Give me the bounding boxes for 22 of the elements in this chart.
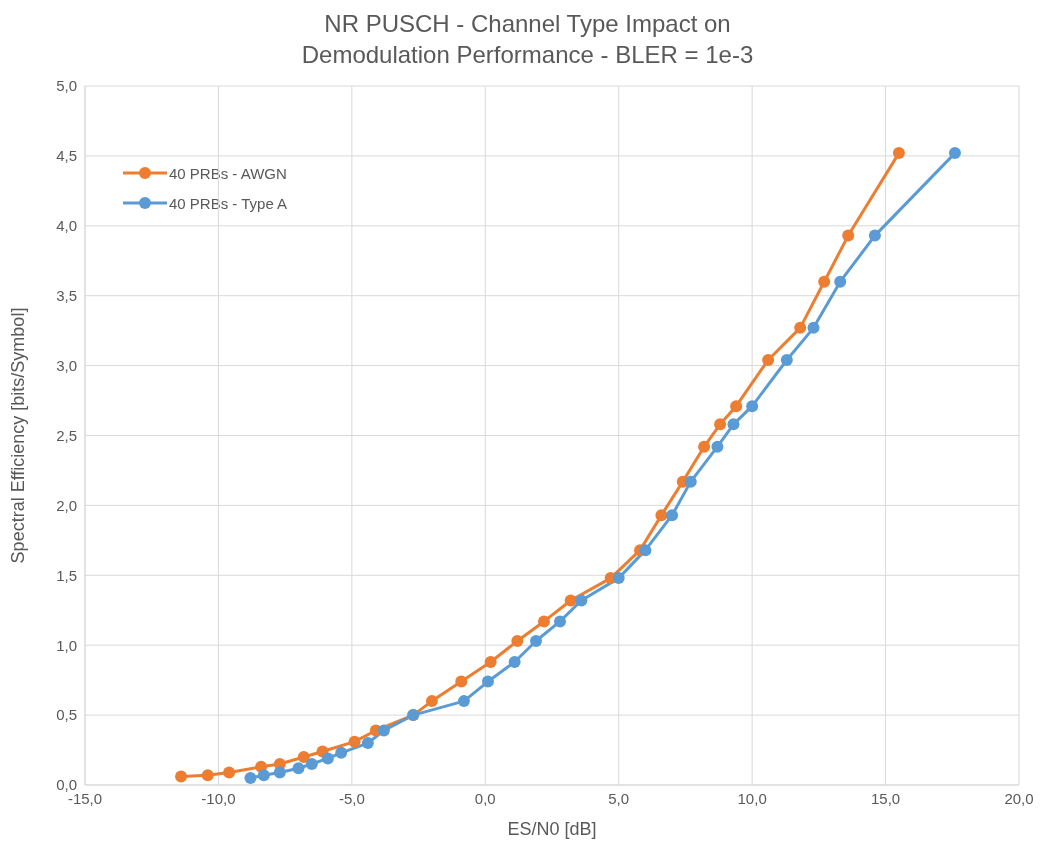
y-tick-label: 4,0 <box>56 217 77 235</box>
y-tick-label: 4,5 <box>56 147 77 165</box>
x-tick-label: 10,0 <box>737 789 767 807</box>
x-tick-label: -5,0 <box>338 789 365 807</box>
x-tick-label: -10,0 <box>201 789 236 807</box>
chart-title: NR PUSCH - Channel Type Impact on Demodulation Performance - BLER = 1e-3 <box>300 9 755 70</box>
y-tick-label: 5,0 <box>56 77 77 95</box>
legend-label: 40 PRBs - Type A <box>169 194 288 212</box>
y-tick-label: 0,5 <box>56 706 77 724</box>
x-axis-title: ES/N0 [dB] <box>507 819 597 839</box>
x-tick-label: 5,0 <box>608 789 630 807</box>
y-tick-label: 3,0 <box>56 356 77 374</box>
x-tick-label: 20,0 <box>1004 789 1034 807</box>
legend-label: 40 PRBs - AWGN <box>169 164 287 182</box>
y-tick-label: 1,5 <box>56 566 77 584</box>
y-axis-title: Spectral Efficiency [bits/Symbol] <box>8 307 29 564</box>
y-tick-label: 3,5 <box>56 287 77 305</box>
y-tick-label: 2,5 <box>56 426 77 444</box>
y-tick-label: 2,0 <box>56 496 77 514</box>
x-tick-label: 0,0 <box>474 789 496 807</box>
x-tick-label: 15,0 <box>870 789 901 807</box>
y-tick-label: 1,0 <box>56 636 77 654</box>
